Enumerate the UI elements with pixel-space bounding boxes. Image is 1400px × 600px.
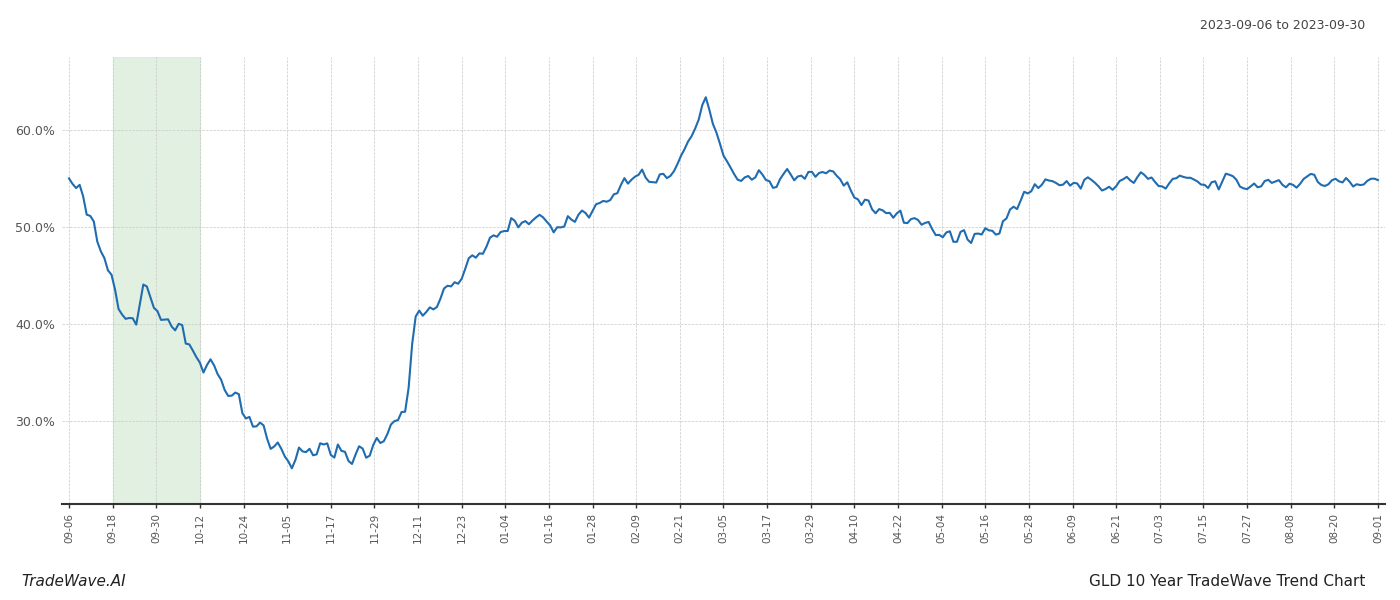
Text: GLD 10 Year TradeWave Trend Chart: GLD 10 Year TradeWave Trend Chart	[1089, 574, 1365, 589]
Text: 2023-09-06 to 2023-09-30: 2023-09-06 to 2023-09-30	[1200, 19, 1365, 32]
Bar	[112, 57, 200, 504]
Text: TradeWave.AI: TradeWave.AI	[21, 574, 126, 589]
